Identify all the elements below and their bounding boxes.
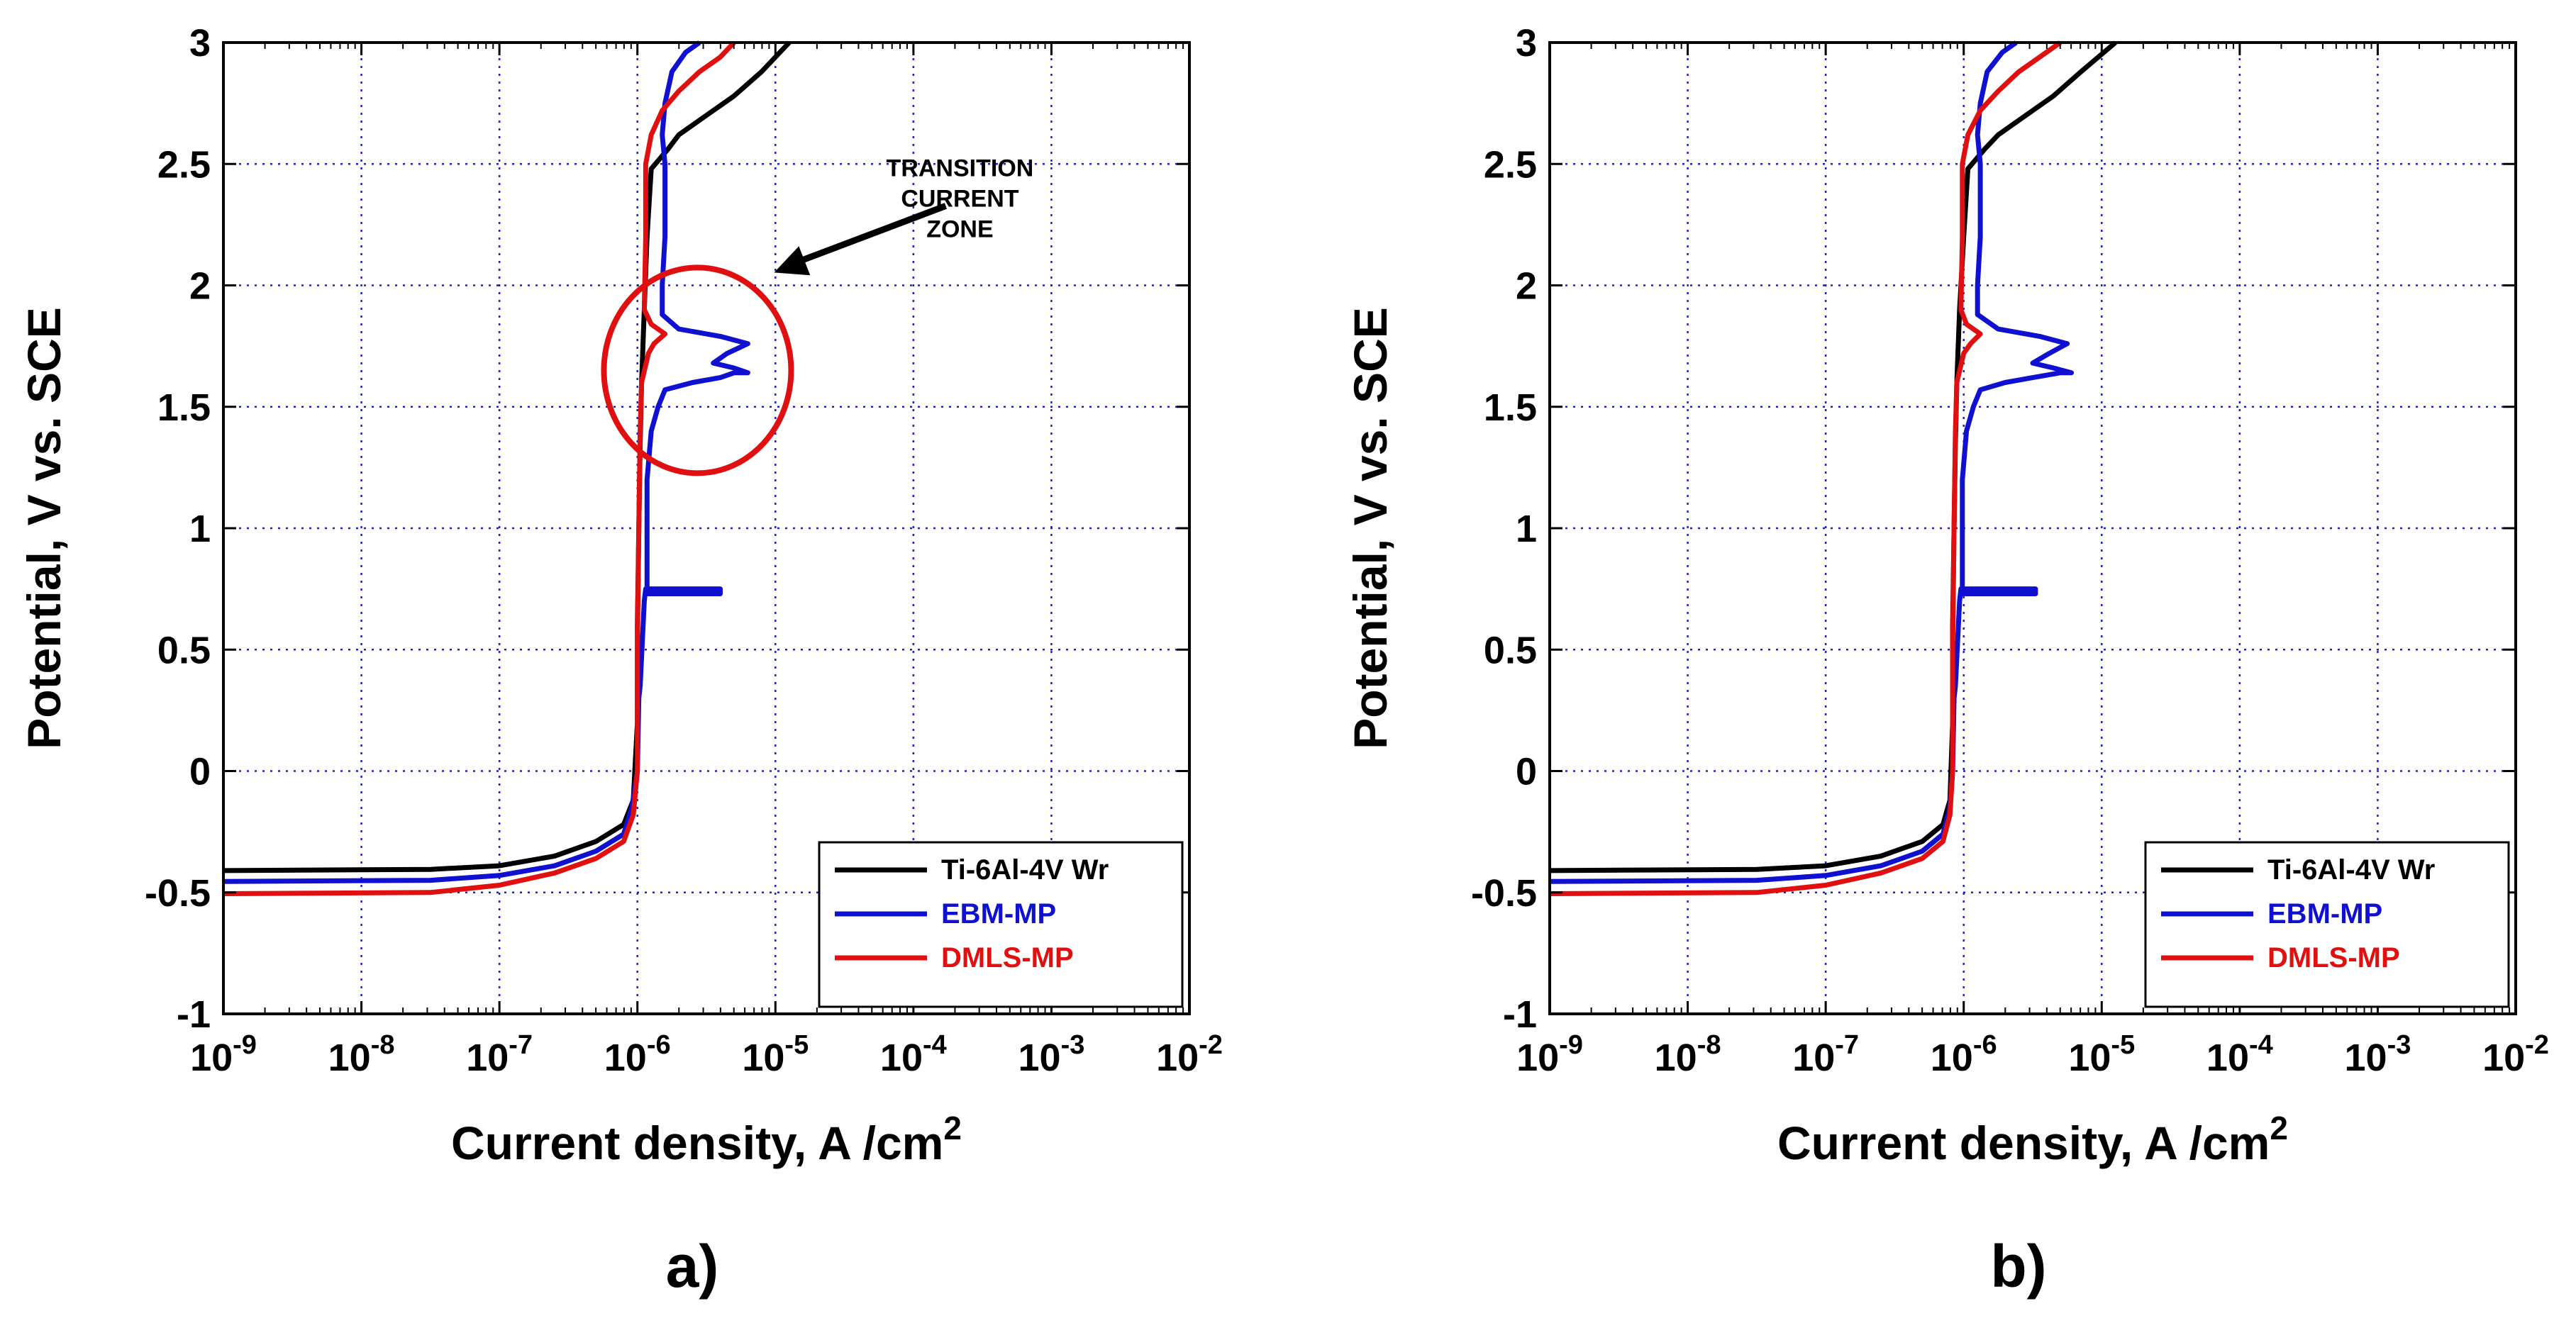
chart-panel-a: 10-9 10-8 10-7 10-6 10-5 10-4 10-3 10-232.521.5… [18,22,1223,1300]
y-axis-label: Potential, V vs. SCE [1344,307,1397,749]
y-tick-label: 0 [1516,751,1537,793]
x-tick-label: 10-3 [1018,1030,1084,1079]
x-tick-label: 10-4 [880,1030,947,1079]
panel-label: a) [666,1233,719,1300]
y-axis-label: Potential, V vs. SCE [18,307,70,749]
x-tick-base: 10 [880,1037,923,1079]
x-tick-base: 10 [1792,1037,1835,1079]
y-tick-label: 3 [1516,22,1537,65]
x-tick-label: 10-3 [2344,1030,2411,1079]
legend-label: EBM-MP [941,898,1056,930]
annotation-arrow-shaft [787,203,948,269]
x-axis-label-main: Current density, A /cm [1777,1117,2270,1169]
x-tick-exponent: -6 [647,1030,671,1060]
x-tick-exponent: -3 [1061,1030,1085,1060]
y-tick-label: 1.5 [1484,386,1537,429]
x-tick-base: 10 [742,1037,784,1079]
x-tick-label: 10-6 [1931,1030,1997,1079]
legend-label: EBM-MP [2267,898,2382,930]
x-tick-exponent: -4 [923,1030,947,1060]
x-tick-label: 10-4 [2206,1030,2273,1079]
y-tick-label: -1 [177,993,211,1036]
legend-label: DMLS-MP [2267,942,2400,973]
chart-panel-b: 10-9 10-8 10-7 10-6 10-5 10-4 10-3 10-232.521.5… [1344,22,2549,1300]
legend: Ti-6Al-4V Wr EBM-MP DMLS-MP [2144,841,2510,1008]
x-tick-exponent: -2 [1199,1030,1223,1060]
x-axis-label-superscript: 2 [2270,1110,2288,1146]
legend-label: DMLS-MP [941,942,1074,973]
x-tick-base: 10 [2206,1037,2249,1079]
annotation-text: TRANSITION [887,155,1034,182]
y-tick-label: 3 [189,22,211,65]
x-tick-label: 10-6 [604,1030,671,1079]
x-tick-label: 10-7 [466,1030,533,1079]
x-tick-base: 10 [190,1037,233,1079]
x-tick-label: 10-8 [1655,1030,1721,1079]
x-axis-label: Current density, A /cm2 [1777,1110,2288,1169]
x-tick-exponent: -3 [2387,1030,2411,1060]
x-tick-label: 10-9 [1516,1030,1583,1079]
x-tick-base: 10 [466,1037,509,1079]
y-tick-label: 2.5 [1484,143,1537,186]
y-tick-label: 1.5 [157,386,211,429]
x-tick-label: 10-5 [2068,1030,2135,1079]
legend-label: Ti-6Al-4V Wr [941,854,1109,886]
x-tick-exponent: -8 [371,1030,395,1060]
x-tick-label: 10-7 [1792,1030,1859,1079]
x-tick-label: 10-8 [328,1030,395,1079]
y-tick-label: 2.5 [157,143,211,186]
x-tick-exponent: -5 [784,1030,809,1060]
y-tick-label: 0 [189,751,211,793]
highlight-circle [601,264,794,476]
y-tick-label: 0.5 [1484,629,1537,671]
x-tick-base: 10 [604,1037,647,1079]
series-line-dmls-mp [1549,40,2062,896]
series-line-dmls-mp [223,40,736,896]
x-tick-label: 10-2 [2482,1030,2549,1079]
y-tick-label: 0.5 [157,629,211,671]
x-tick-exponent: -8 [1697,1030,1721,1060]
x-tick-exponent: -4 [2249,1030,2273,1060]
y-tick-label: 1 [189,508,211,550]
x-tick-base: 10 [1516,1037,1559,1079]
y-tick-label: 2 [1516,265,1537,308]
x-tick-label: 10-2 [1156,1030,1223,1079]
x-axis-label-superscript: 2 [943,1110,962,1146]
x-tick-exponent: -9 [1559,1030,1583,1060]
annotation-arrow-head [774,246,811,276]
x-tick-base: 10 [1156,1037,1199,1079]
x-tick-base: 10 [1018,1037,1060,1079]
x-tick-exponent: -7 [1835,1030,1859,1060]
x-tick-base: 10 [2068,1037,2111,1079]
panel-label: b) [1990,1233,2046,1300]
transition-zone-annotation: TRANSITION CURRENT ZONE [601,155,1034,476]
x-tick-exponent: -5 [2111,1030,2135,1060]
x-tick-label: 10-9 [190,1030,257,1079]
x-axis-label-main: Current density, A /cm [451,1117,943,1169]
y-tick-label: 2 [189,265,211,308]
y-tick-label: 1 [1516,508,1537,550]
x-tick-base: 10 [1931,1037,1973,1079]
x-tick-exponent: -7 [509,1030,533,1060]
legend-label: Ti-6Al-4V Wr [2267,854,2435,886]
y-tick-label: -0.5 [1471,872,1537,915]
x-tick-exponent: -2 [2525,1030,2549,1060]
x-tick-base: 10 [1655,1037,1697,1079]
x-tick-base: 10 [2344,1037,2387,1079]
x-axis-label: Current density, A /cm2 [451,1110,962,1169]
annotation-text: ZONE [926,216,993,242]
x-tick-base: 10 [2482,1037,2525,1079]
y-tick-label: -1 [1503,993,1537,1036]
y-tick-label: -0.5 [145,872,211,915]
x-tick-label: 10-5 [742,1030,809,1079]
x-tick-exponent: -6 [1973,1030,1997,1060]
legend: Ti-6Al-4V Wr EBM-MP DMLS-MP [818,841,1184,1008]
x-tick-exponent: -9 [233,1030,257,1060]
annotation-text: CURRENT [901,185,1018,212]
x-tick-base: 10 [328,1037,371,1079]
